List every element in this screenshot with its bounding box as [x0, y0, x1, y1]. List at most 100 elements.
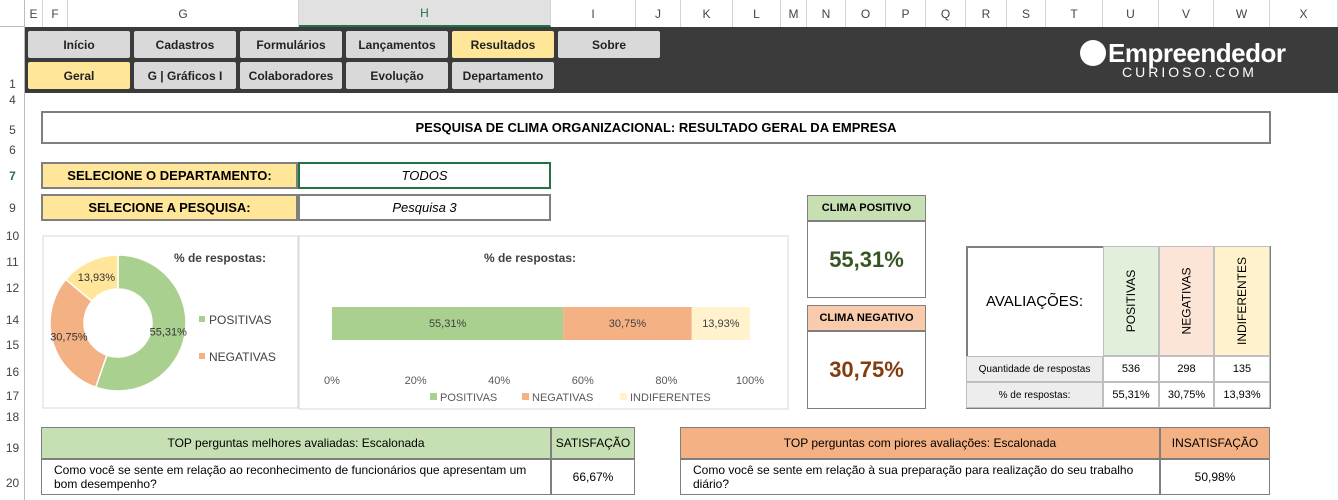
column-header: J: [636, 0, 681, 27]
nav-button[interactable]: Evolução: [346, 62, 448, 89]
donut-slice: [64, 254, 119, 303]
row-header: 9: [9, 201, 16, 215]
column-header: M: [781, 0, 807, 27]
column-header: R: [966, 0, 1007, 27]
column-header: O: [846, 0, 886, 27]
column-header: W: [1214, 0, 1270, 27]
row-header: 14: [5, 313, 20, 327]
nav-button[interactable]: Resultados: [452, 31, 554, 58]
column-header: P: [886, 0, 926, 27]
row-header-bar: [0, 0, 25, 500]
row-header: 15: [5, 338, 20, 352]
legend-label: NEGATIVAS: [209, 350, 276, 364]
bar-segment: [332, 307, 564, 340]
nav-button[interactable]: Departamento: [452, 62, 554, 89]
nav-button[interactable]: Geral: [28, 62, 130, 89]
logo-site: CURIOSO.COM: [1122, 64, 1257, 80]
column-header: T: [1046, 0, 1103, 27]
bar-label: 13,93%: [702, 318, 740, 330]
column-header: U: [1103, 0, 1159, 27]
logo-icon: [1080, 40, 1106, 66]
title: PESQUISA DE CLIMA ORGANIZACIONAL: RESULT…: [41, 111, 1271, 144]
evaluation-header: POSITIVAS: [1103, 246, 1159, 356]
department-label: SELECIONE O DEPARTAMENTO:: [41, 162, 298, 189]
legend-label: INDIFERENTES: [630, 392, 711, 404]
column-header: K: [681, 0, 733, 27]
nav-button[interactable]: Formulários: [240, 31, 342, 58]
donut-slice: [49, 278, 108, 389]
evaluation-cell: 298: [1159, 356, 1214, 382]
x-tick-label: 100%: [736, 375, 764, 387]
row-header: 7: [9, 169, 16, 183]
legend-swatch: [199, 316, 205, 322]
legend-label: NEGATIVAS: [532, 392, 593, 404]
clima-positive-label: CLIMA POSITIVO: [807, 195, 926, 221]
nav-button[interactable]: Início: [28, 31, 130, 58]
column-header: X: [1270, 0, 1338, 27]
column-header: H: [299, 0, 551, 27]
bar-label: 55,31%: [429, 318, 467, 330]
evaluation-cell: 55,31%: [1103, 382, 1159, 408]
nav-button[interactable]: Colaboradores: [240, 62, 342, 89]
column-header: F: [43, 0, 68, 27]
evaluation-row-label: % de respostas:: [966, 382, 1103, 408]
row-header: 12: [5, 281, 20, 295]
evaluation-header-text: POSITIVAS: [1124, 269, 1138, 333]
donut-label: 30,75%: [50, 332, 88, 344]
donut-title: % de respostas:: [174, 251, 266, 265]
bar-title: % de respostas:: [484, 251, 576, 265]
nav-button[interactable]: Lançamentos: [346, 31, 448, 58]
legend-swatch: [522, 393, 529, 400]
column-header: G: [68, 0, 299, 27]
department-value[interactable]: TODOS: [298, 162, 551, 189]
evaluation-cell: 30,75%: [1159, 382, 1214, 408]
nav-button[interactable]: G | Gráficos I: [134, 62, 236, 89]
column-header: Q: [926, 0, 966, 27]
legend-swatch: [620, 393, 627, 400]
best-column: SATISFAÇÃO: [551, 427, 635, 459]
survey-label: SELECIONE A PESQUISA:: [41, 194, 298, 221]
x-tick-label: 60%: [572, 375, 594, 387]
donut-label: 55,31%: [150, 326, 188, 338]
row-header: 19: [5, 441, 20, 455]
row-header: 11: [6, 255, 19, 269]
column-header: V: [1159, 0, 1214, 27]
column-header: I: [551, 0, 636, 27]
x-tick-label: 0%: [324, 375, 340, 387]
evaluation-cell: 536: [1103, 356, 1159, 382]
clima-negative-value: 30,75%: [807, 331, 926, 409]
survey-value[interactable]: Pesquisa 3: [298, 194, 551, 221]
logo-name: Empreendedor: [1108, 38, 1286, 68]
clima-positive-value: 55,31%: [807, 221, 926, 298]
best-score: 66,67%: [551, 459, 635, 495]
evaluation-row-label: Quantidade de respostas: [966, 356, 1103, 382]
bar-label: 30,75%: [609, 318, 647, 330]
x-tick-label: 40%: [488, 375, 510, 387]
donut-label: 13,93%: [78, 272, 116, 284]
evaluation-header-text: INDIFERENTES: [1235, 256, 1250, 346]
row-header: 10: [5, 229, 20, 243]
legend-swatch: [430, 393, 437, 400]
x-tick-label: 80%: [655, 375, 677, 387]
row-header: 6: [9, 143, 16, 157]
best-question: Como você se sente em relação ao reconhe…: [41, 459, 551, 495]
column-header: N: [807, 0, 846, 27]
row-header: 5: [9, 123, 16, 137]
row-header: 20: [5, 476, 20, 490]
row-header: 17: [5, 389, 20, 403]
legend-label: POSITIVAS: [440, 392, 497, 404]
best-header: TOP perguntas melhores avaliadas: Escalo…: [41, 427, 551, 459]
evaluation-header: NEGATIVAS: [1159, 246, 1214, 356]
bar-segment: [691, 307, 750, 340]
evaluation-header-text: NEGATIVAS: [1179, 267, 1194, 335]
worst-header: TOP perguntas com piores avaliações: Esc…: [680, 427, 1160, 459]
row-header: 1: [9, 77, 16, 91]
evaluation-cell: 135: [1214, 356, 1270, 382]
nav-button[interactable]: Cadastros: [134, 31, 236, 58]
legend-label: POSITIVAS: [209, 313, 271, 327]
bar-segment: [563, 307, 692, 340]
row-header: 16: [5, 365, 20, 379]
nav-button[interactable]: Sobre: [558, 31, 660, 58]
